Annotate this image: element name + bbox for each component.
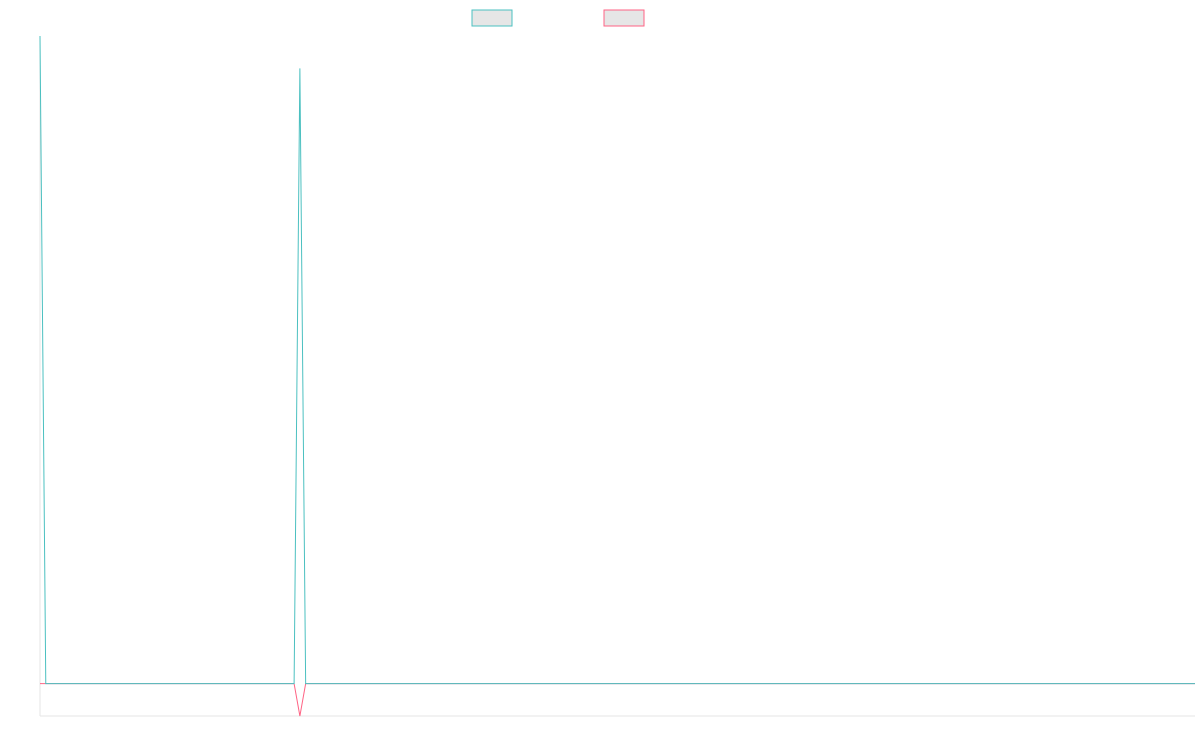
series-lines [39,35,1195,717]
series-line-teal [39,35,1195,685]
axes [39,36,1195,717]
legend-swatch-pink[interactable] [603,9,645,27]
legend [471,9,645,27]
series-line-pink [40,683,1195,717]
legend-swatch-teal[interactable] [471,9,513,27]
